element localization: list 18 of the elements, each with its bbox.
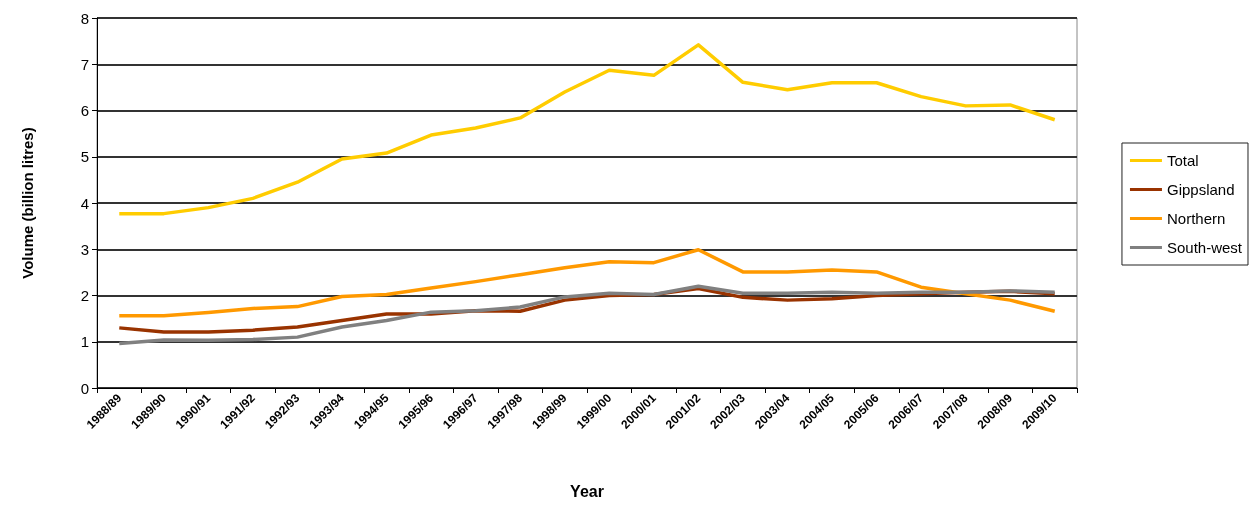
y-tick-label: 3 bbox=[80, 240, 89, 258]
y-tick-label: 4 bbox=[80, 194, 89, 212]
y-tick-label: 2 bbox=[80, 287, 89, 304]
legend-label: Gippsland bbox=[1166, 181, 1235, 198]
y-axis-title: Volume (billion litres) bbox=[19, 127, 36, 279]
y-tick-label: 8 bbox=[80, 9, 89, 27]
y-tick-label: 1 bbox=[80, 333, 89, 351]
legend-label: Total bbox=[1166, 152, 1199, 169]
line-series bbox=[117, 43, 1057, 216]
legend-label: South-west bbox=[1166, 239, 1243, 256]
y-tick-label: 5 bbox=[80, 148, 89, 166]
y-tick-label: 7 bbox=[80, 55, 89, 73]
line-series bbox=[117, 284, 1057, 346]
y-tick-label: 0 bbox=[80, 379, 89, 397]
y-tick-label: 6 bbox=[80, 102, 89, 119]
line-series bbox=[117, 247, 1057, 318]
x-axis-title: Year bbox=[570, 482, 604, 500]
legend-label: Northern bbox=[1166, 210, 1226, 227]
